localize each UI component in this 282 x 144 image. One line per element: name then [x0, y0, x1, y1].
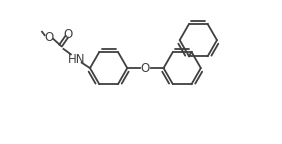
Text: O: O	[141, 62, 150, 75]
Text: HN: HN	[67, 53, 85, 66]
Text: O: O	[64, 28, 73, 41]
Text: O: O	[44, 31, 53, 44]
